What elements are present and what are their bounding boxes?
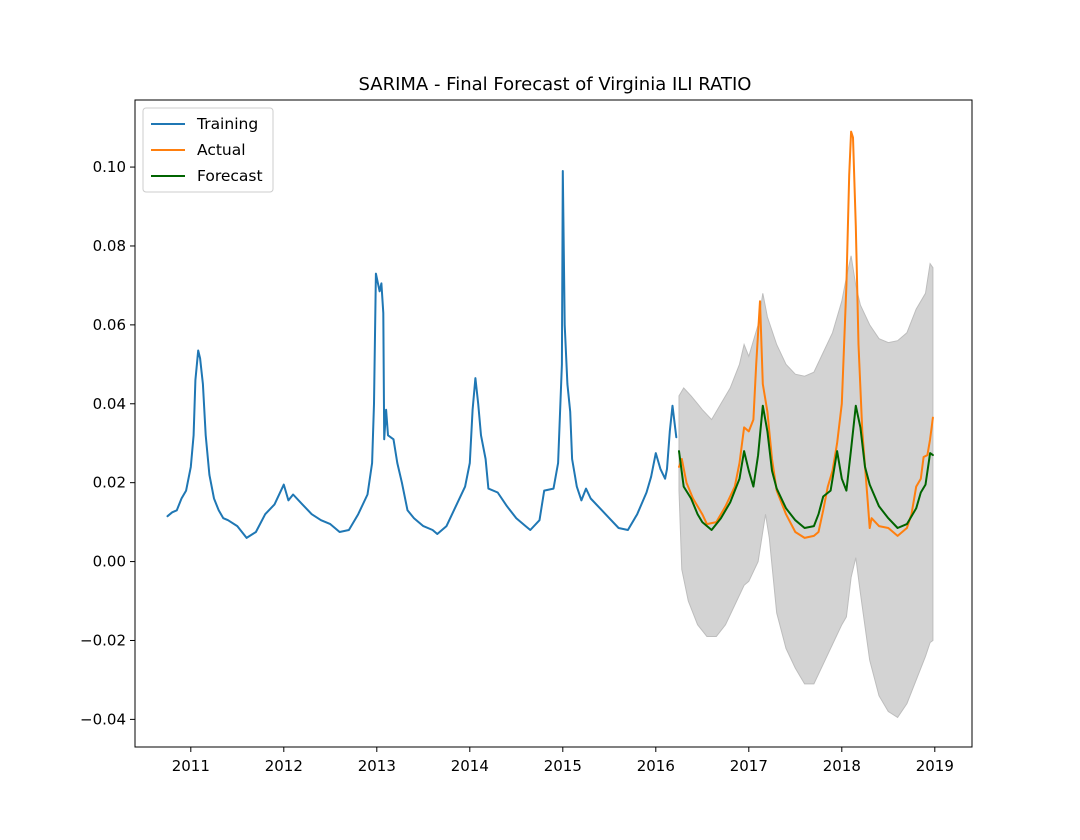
x-tick-label: 2018: [823, 757, 861, 775]
y-tick-label: 0.02: [93, 474, 126, 492]
x-tick-label: 2012: [265, 757, 303, 775]
legend-label-forecast: Forecast: [197, 167, 263, 185]
x-tick-label: 2011: [172, 757, 210, 775]
axes-frame: [134, 99, 973, 748]
plot-area: [166, 130, 934, 719]
y-tick-label: −0.02: [80, 631, 126, 649]
y-tick-label: 0.04: [93, 395, 126, 413]
x-tick-label: 2015: [544, 757, 582, 775]
y-tick-label: 0.06: [93, 316, 126, 334]
chart-title: SARIMA - Final Forecast of Virginia ILI …: [359, 74, 752, 95]
y-tick-label: 0.10: [93, 158, 126, 176]
series-line-forecast: [678, 404, 934, 531]
legend-box: [142, 107, 274, 193]
x-tick-label: 2019: [916, 757, 954, 775]
legend-label-actual: Actual: [197, 141, 246, 159]
y-tick-label: 0.00: [93, 553, 126, 571]
plot-marks: [166, 130, 934, 719]
series-line-actual: [678, 130, 934, 539]
legend: Training Actual Forecast: [142, 107, 274, 193]
y-tick-label: 0.08: [93, 237, 126, 255]
x-tick-label: 2013: [358, 757, 396, 775]
y-tick-label: −0.04: [80, 710, 126, 728]
x-tick-label: 2017: [730, 757, 768, 775]
x-tick-label: 2014: [451, 757, 489, 775]
x-tick-label: 2016: [637, 757, 675, 775]
axes: 2011 2012 2013 2014 2015 2016 2017 2018 2019 −0.0…: [80, 99, 973, 775]
series-line-training: [166, 170, 678, 539]
legend-label-training: Training: [196, 115, 258, 133]
